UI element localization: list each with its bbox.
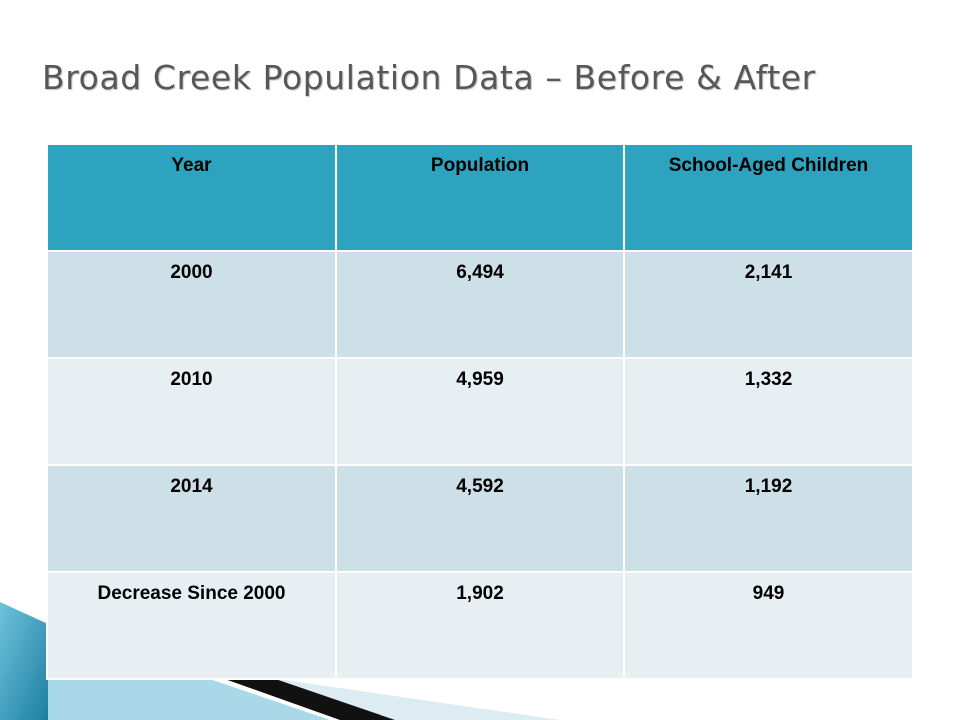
cell-school-aged-children-decrease: 949 (623, 571, 914, 680)
pale-swoosh-shape (230, 672, 560, 720)
cell-school-aged-children: 2,141 (623, 250, 914, 359)
header-population: Population (335, 143, 625, 252)
population-table: Year Population School-Aged Children 200… (46, 143, 914, 680)
table-row: 2000 6,494 2,141 (46, 250, 914, 359)
cell-year: 2014 (46, 464, 337, 573)
cell-population: 6,494 (335, 250, 625, 359)
cell-year: 2010 (46, 357, 337, 466)
table-row-decrease: Decrease Since 2000 1,902 949 (46, 571, 914, 680)
cell-population: 4,592 (335, 464, 625, 573)
cell-decrease-label: Decrease Since 2000 (46, 571, 337, 680)
header-year: Year (46, 143, 337, 252)
table-row: 2014 4,592 1,192 (46, 464, 914, 573)
blue-swoosh-shape (0, 602, 48, 720)
cell-population: 4,959 (335, 357, 625, 466)
table-row: 2010 4,959 1,332 (46, 357, 914, 466)
cell-school-aged-children: 1,192 (623, 464, 914, 573)
population-table-container: Year Population School-Aged Children 200… (46, 143, 914, 680)
cell-school-aged-children: 1,332 (623, 357, 914, 466)
header-school-aged-children: School-Aged Children (623, 143, 914, 252)
slide-title: Broad Creek Population Data – Before & A… (42, 58, 816, 97)
table-header-row: Year Population School-Aged Children (46, 143, 914, 252)
cell-year: 2000 (46, 250, 337, 359)
cell-population-decrease: 1,902 (335, 571, 625, 680)
black-swoosh-shape (205, 672, 395, 720)
